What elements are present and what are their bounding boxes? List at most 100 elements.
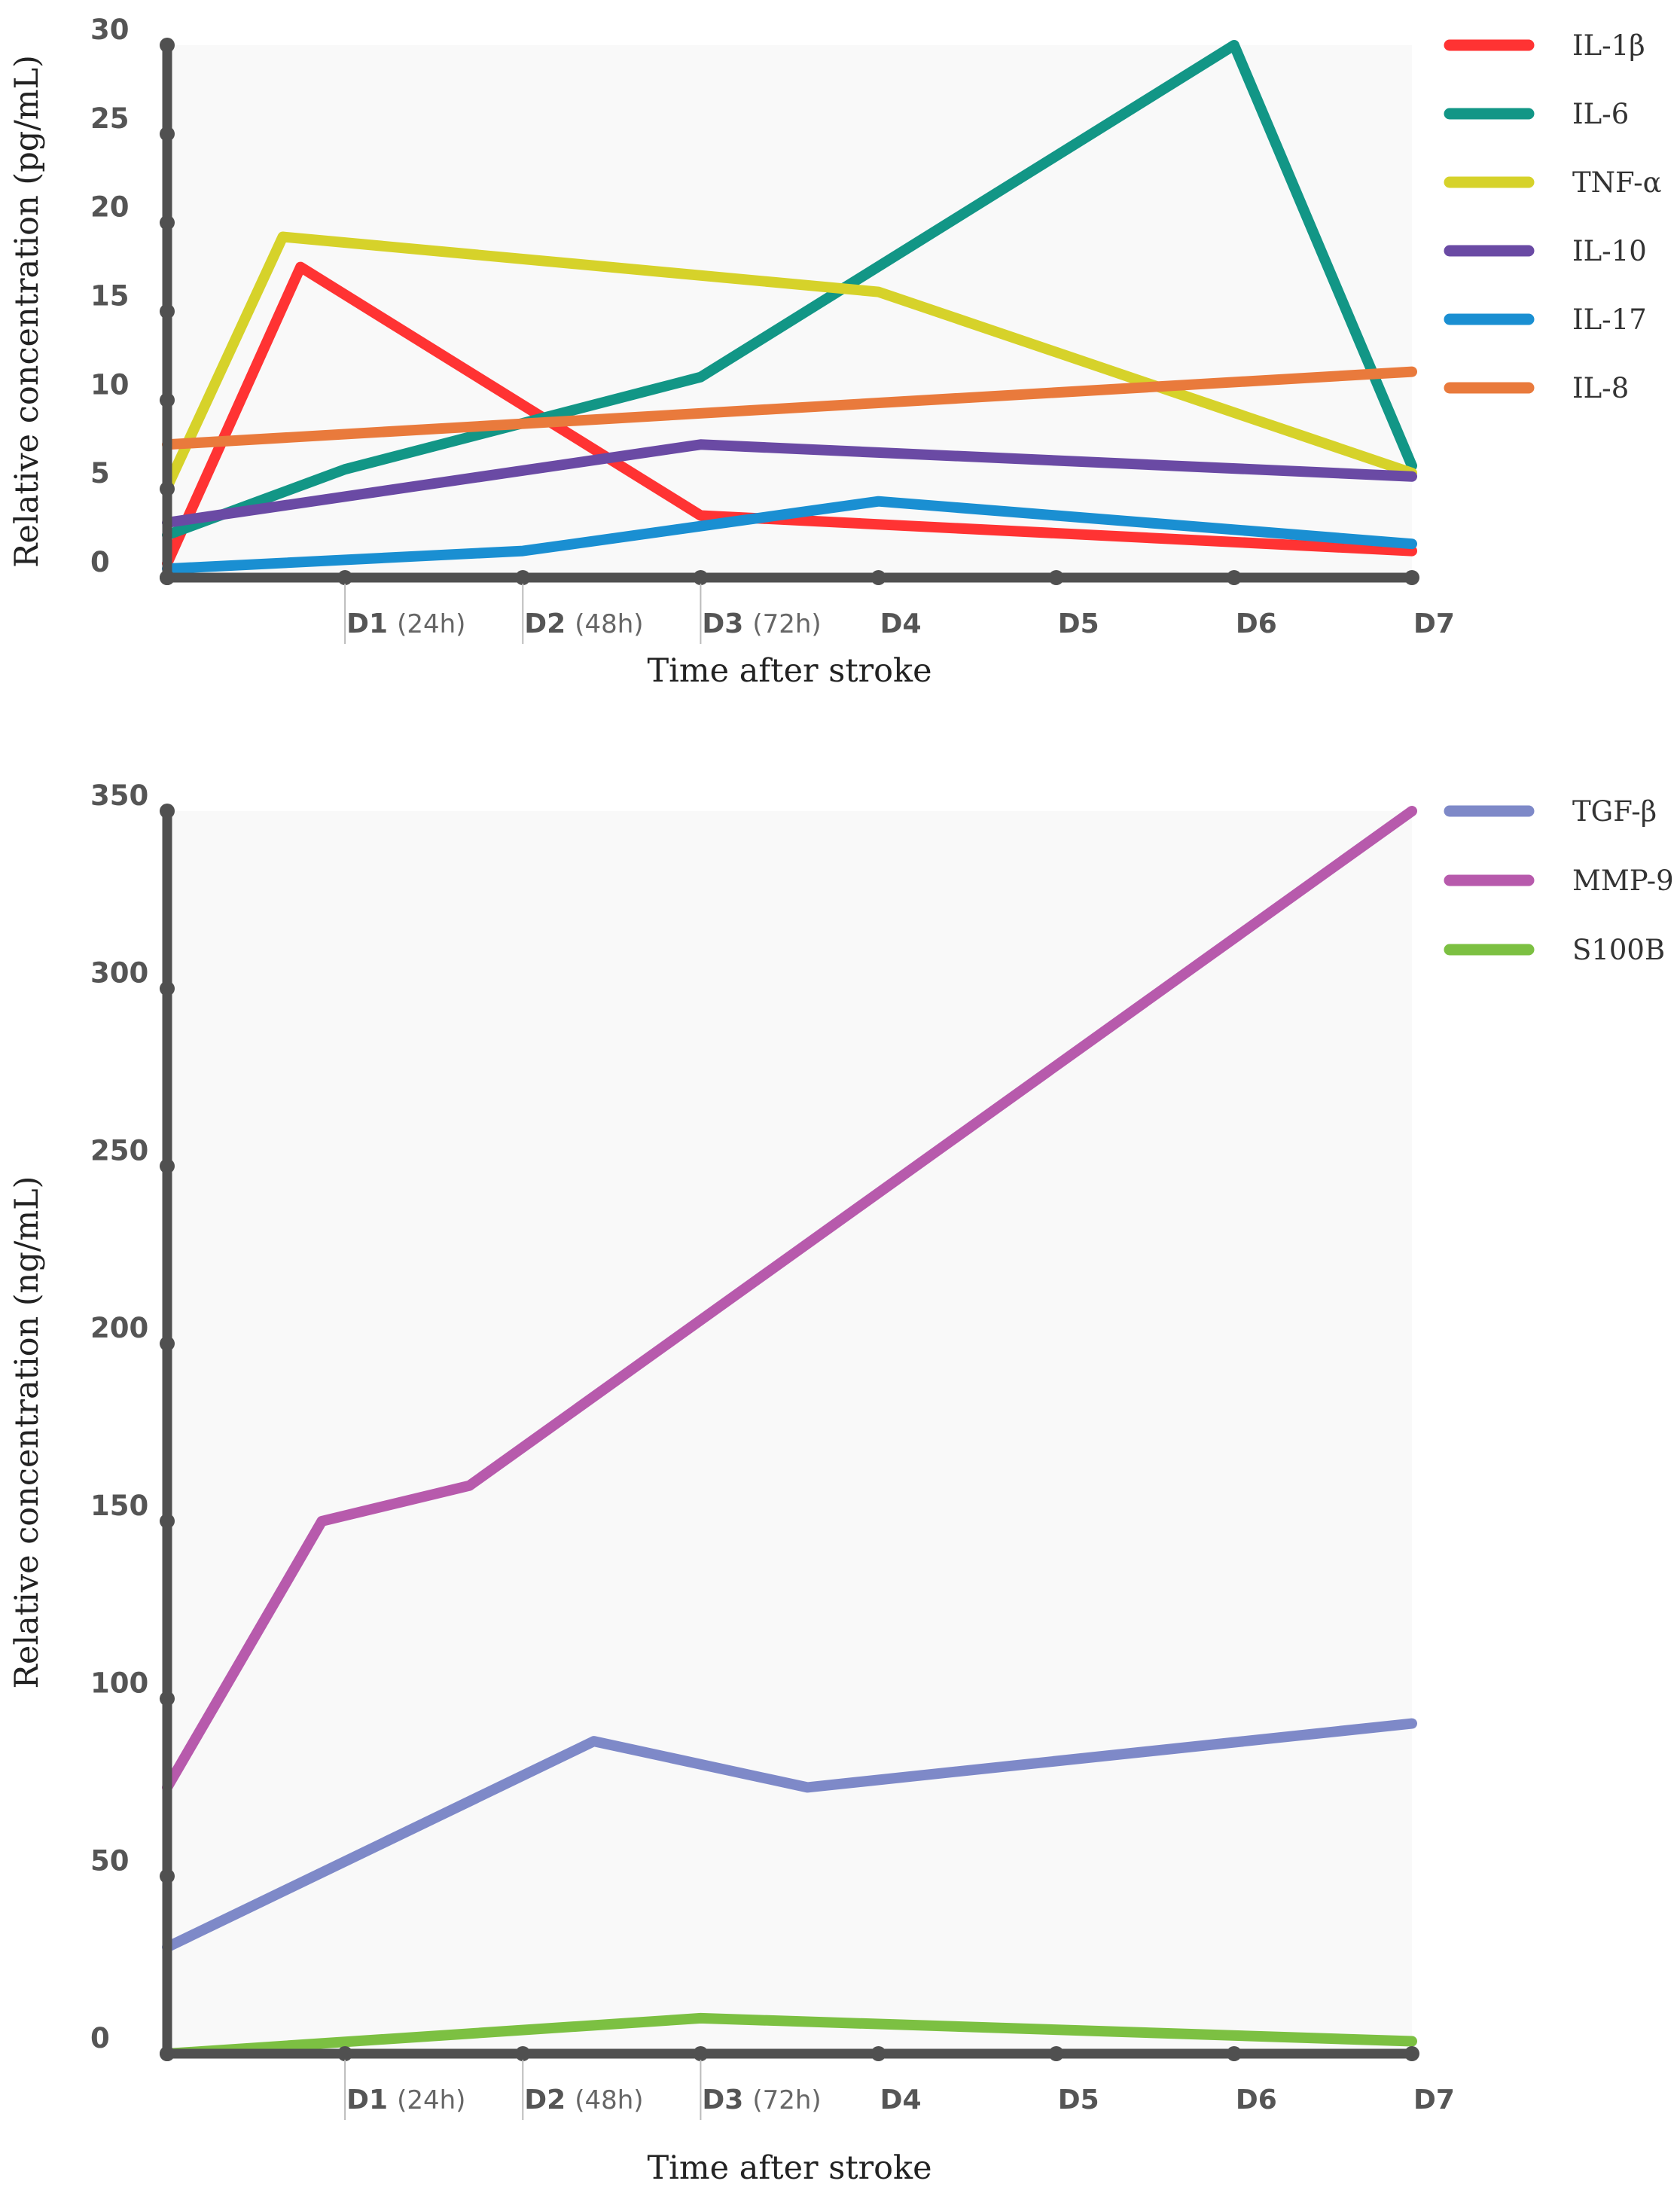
y-tick-50 [160, 1868, 175, 1884]
x-tick-hours-d3: (72h) [752, 609, 821, 639]
y-tick-350 [160, 804, 175, 819]
chart-pro-inflammatory-cytokines: 0 5 10 15 20 25 30 D1 (24h) D2 (48h) D3 (72h) D4 D5 D6 D… [8, 14, 1662, 690]
x-tick-day-d4: D4 [880, 609, 922, 639]
x-tick-d7 [1404, 570, 1419, 585]
x-tick-hours-d1: (24h) [397, 609, 465, 639]
x-tick-0 [160, 570, 175, 585]
legend-label-il-6: IL-6 [1572, 98, 1629, 130]
legend-item-s100b: S100B [1444, 934, 1665, 966]
y-axis-title: Relative concentration (ng/mL) [8, 1176, 46, 1689]
y-axis-title: Relative concentration (pg/mL) [8, 55, 46, 568]
legend-label-tnf-alpha: TNF-α [1572, 166, 1662, 199]
x-tick-label-d1: D1 (24h) [346, 609, 465, 639]
y-tick-label-25: 25 [90, 102, 130, 135]
legend: TGF-β MMP-9 S100B [1444, 795, 1674, 966]
series-line-tgf-beta [162, 1718, 1417, 1953]
y-tick-label-5: 5 [90, 457, 110, 490]
plot-background [167, 811, 1412, 2054]
x-axis-title: Time after stroke [647, 652, 931, 690]
y-tick-label-30: 30 [90, 14, 130, 46]
x-tick-d1 [337, 2046, 353, 2061]
x-tick-day-d2: D2 [524, 609, 566, 639]
x-tick-label-d6: D6 [1236, 2085, 1277, 2115]
y-tick-25 [160, 126, 175, 142]
x-tick-label-d1: D1 (24h) [346, 2085, 465, 2115]
x-tick-day-d6: D6 [1236, 2085, 1277, 2115]
y-tick-20 [160, 215, 175, 230]
x-tick-day-d1: D1 [346, 2085, 388, 2115]
y-tick-label-300: 300 [90, 957, 148, 990]
legend-label-il-1beta: IL-1β [1572, 29, 1645, 62]
x-tick-day-d7: D7 [1413, 2085, 1455, 2115]
series-line-il-6 [162, 40, 1417, 541]
legend-item-il-17: IL-17 [1444, 303, 1647, 336]
y-tick-label-0: 0 [90, 546, 110, 578]
x-tick-hours-d2: (48h) [575, 609, 643, 639]
series-lines [162, 806, 1417, 2059]
x-tick-day-d3: D3 [702, 2085, 743, 2115]
y-tick-10 [160, 392, 175, 408]
series-line-il-8 [162, 366, 1417, 450]
x-tick-d6 [1226, 570, 1242, 585]
legend-item-il-8: IL-8 [1444, 372, 1629, 404]
x-tick-d5 [1048, 2046, 1064, 2061]
x-tick-label-d2: D2 (48h) [524, 2085, 643, 2115]
x-tick-day-d4: D4 [880, 2085, 922, 2115]
legend-item-il-6: IL-6 [1444, 98, 1629, 130]
x-tick-day-d1: D1 [346, 609, 388, 639]
series-line-il-17 [162, 496, 1417, 575]
x-tick-label-d2: D2 (48h) [524, 609, 643, 639]
x-tick-label-d3: D3 (72h) [702, 609, 821, 639]
y-tick-label-15: 15 [90, 280, 130, 313]
x-tick-day-d5: D5 [1058, 609, 1099, 639]
legend-item-tgf-beta: TGF-β [1444, 795, 1657, 828]
x-tick-label-d6: D6 [1236, 609, 1277, 639]
legend-label-s100b: S100B [1572, 934, 1665, 966]
y-tick-label-50: 50 [90, 1844, 130, 1877]
x-tick-d2 [515, 570, 531, 585]
x-tick-d4 [870, 570, 886, 585]
y-tick-100 [160, 1691, 175, 1707]
x-tick-label-d7: D7 [1413, 2085, 1455, 2115]
series-line-mmp-9 [162, 806, 1417, 1793]
x-tick-label-d7: D7 [1413, 609, 1455, 639]
y-tick-label-200: 200 [90, 1312, 148, 1344]
x-tick-d1 [337, 570, 353, 585]
chart-biomarkers: 0 50 100 150 200 250 300 350 D1 (24h) D2 (48h) D3 (72… [8, 779, 1674, 2187]
x-tick-label-d4: D4 [880, 609, 922, 639]
series-lines [162, 40, 1417, 575]
x-axis-title: Time after stroke [647, 2149, 931, 2187]
legend: IL-1β IL-6 TNF-α IL-10 IL-17 IL-8 [1444, 29, 1662, 404]
x-tick-d7 [1404, 2046, 1419, 2061]
x-tick-hours-d3: (72h) [752, 2085, 821, 2115]
legend-item-il-1beta: IL-1β [1444, 29, 1645, 62]
x-tick-day-d5: D5 [1058, 2085, 1099, 2115]
x-tick-d3 [693, 2046, 709, 2061]
y-tick-250 [160, 1158, 175, 1174]
x-tick-day-d2: D2 [524, 2085, 566, 2115]
x-tick-d5 [1048, 570, 1064, 585]
y-tick-5 [160, 481, 175, 497]
x-tick-d3 [693, 570, 709, 585]
x-tick-d4 [870, 2046, 886, 2061]
x-tick-hours-d1: (24h) [397, 2085, 465, 2115]
y-tick-label-350: 350 [90, 779, 148, 812]
series-line-il-1beta [162, 261, 1417, 569]
y-tick-label-10: 10 [90, 368, 130, 401]
legend-label-il-8: IL-8 [1572, 372, 1629, 404]
y-tick-30 [160, 38, 175, 53]
x-tick-d2 [515, 2046, 531, 2061]
legend-label-il-10: IL-10 [1572, 235, 1647, 267]
legend-label-mmp-9: MMP-9 [1572, 865, 1674, 897]
x-tick-day-d7: D7 [1413, 609, 1455, 639]
x-tick-hours-d2: (48h) [575, 2085, 643, 2115]
x-tick-day-d3: D3 [702, 609, 743, 639]
legend-label-tgf-beta: TGF-β [1572, 795, 1657, 828]
x-tick-label-d3: D3 (72h) [702, 2085, 821, 2115]
legend-item-mmp-9: MMP-9 [1444, 865, 1674, 897]
y-tick-label-0: 0 [90, 2022, 110, 2054]
series-line-il-10 [162, 439, 1417, 528]
x-tick-label-d5: D5 [1058, 609, 1099, 639]
y-tick-200 [160, 1336, 175, 1352]
